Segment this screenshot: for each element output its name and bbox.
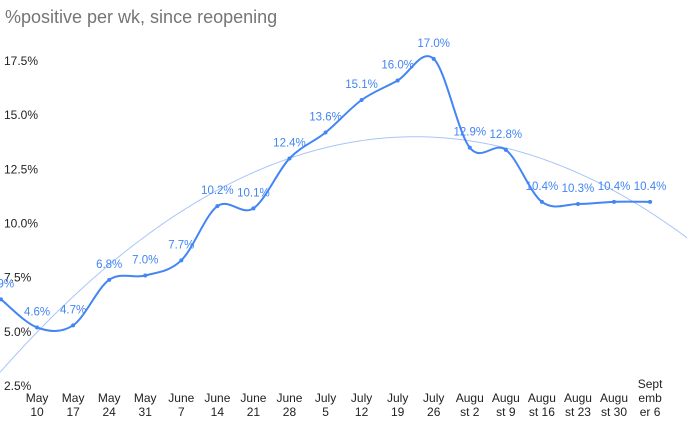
data-label: 10.2% xyxy=(201,185,234,197)
data-label: 12.9% xyxy=(453,127,486,139)
data-label: 7.0% xyxy=(132,255,158,267)
point xyxy=(0,297,3,302)
point xyxy=(71,323,76,328)
x-tick-label: May 24 xyxy=(98,391,121,419)
data-label: 10.1% xyxy=(237,187,270,199)
y-tick-label: 5.0% xyxy=(4,325,32,339)
point xyxy=(107,277,112,282)
x-tick-label: May 31 xyxy=(134,391,157,419)
x-tick-label: June 28 xyxy=(276,391,302,419)
point xyxy=(575,202,580,206)
data-label: 12.8% xyxy=(490,129,523,141)
y-tick-label: 2.5% xyxy=(4,379,32,393)
point xyxy=(431,56,436,61)
point xyxy=(179,258,184,263)
x-tick-label: June 7 xyxy=(168,391,194,419)
x-tick-label: Augu st 16 xyxy=(528,391,556,419)
data-label: 10.4% xyxy=(598,181,631,193)
point xyxy=(648,199,653,204)
y-tick-label: 10.0% xyxy=(4,217,38,231)
data-label: 10.4% xyxy=(634,181,667,193)
point xyxy=(467,145,472,150)
x-tick-label: May 10 xyxy=(26,391,49,419)
point xyxy=(359,98,364,102)
y-tick-label: 17.5% xyxy=(4,54,38,68)
point xyxy=(395,78,400,83)
x-tick-label: May 17 xyxy=(62,391,85,419)
point xyxy=(503,147,508,152)
x-tick-label: July 5 xyxy=(315,391,336,419)
trendline xyxy=(0,136,687,373)
x-tick-label: July 26 xyxy=(423,391,444,419)
data-label: 5.9% xyxy=(0,278,14,290)
point xyxy=(287,156,292,161)
data-label: 6.8% xyxy=(96,259,122,271)
point xyxy=(35,325,40,330)
y-tick-label: 12.5% xyxy=(4,162,38,176)
point xyxy=(251,206,256,211)
point xyxy=(539,199,544,204)
data-label: 4.6% xyxy=(24,307,50,319)
x-tick-label: Augu st 2 xyxy=(456,391,484,419)
x-tick-label: July 19 xyxy=(387,391,408,419)
point xyxy=(215,204,220,209)
y-tick-label: 15.0% xyxy=(4,108,38,122)
data-label: 4.7% xyxy=(60,304,86,316)
x-tick-label: Augu st 30 xyxy=(600,391,628,419)
data-label: 17.0% xyxy=(417,38,450,50)
y-tick-label: 7.5% xyxy=(4,271,32,285)
x-tick-label: Augu st 9 xyxy=(492,391,520,419)
x-tick-label: June 14 xyxy=(204,391,230,419)
x-tick-label: Sept emb er 6 xyxy=(638,377,663,419)
data-label: 13.6% xyxy=(309,112,342,124)
data-label: 10.4% xyxy=(526,181,559,193)
data-label: 16.0% xyxy=(381,60,414,72)
x-tick-label: June 21 xyxy=(240,391,266,419)
data-label: 10.3% xyxy=(562,183,595,195)
data-label: 15.1% xyxy=(345,79,378,91)
data-label: 7.7% xyxy=(168,239,194,251)
point xyxy=(143,273,148,278)
point xyxy=(323,130,328,135)
chart-title: %positive per wk, since reopening xyxy=(5,7,277,27)
x-tick-label: Augu st 23 xyxy=(564,391,592,419)
data-label: 12.4% xyxy=(273,138,306,150)
point xyxy=(612,199,617,204)
x-tick-label: July 12 xyxy=(351,391,372,419)
